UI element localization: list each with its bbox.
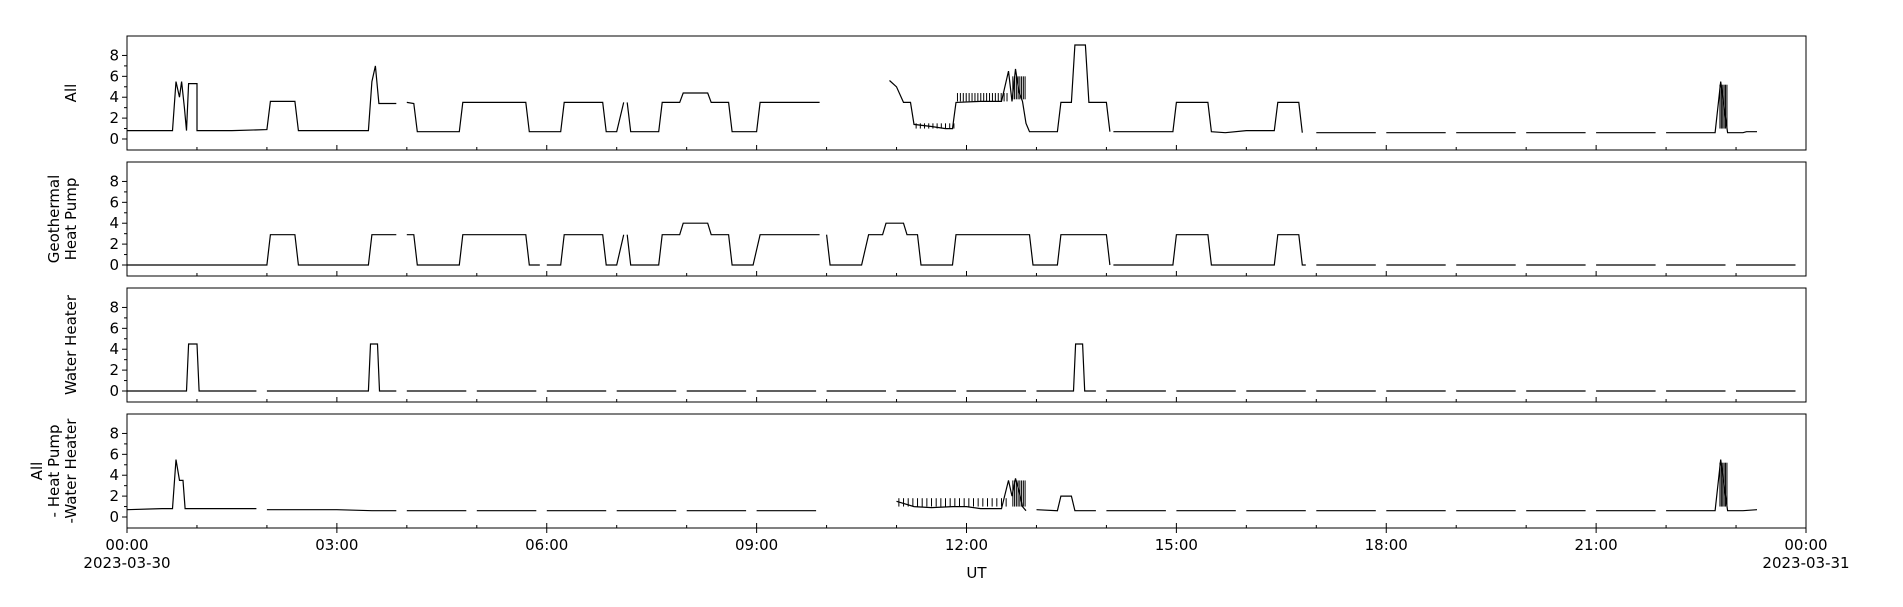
x-axis-label: UT — [966, 564, 987, 582]
panel-1: 0 2 4 6 8 All — [62, 35, 1807, 151]
y-tick-label: 2 — [109, 361, 119, 379]
x-tick-label: 06:00 — [525, 536, 568, 554]
series-line-segment — [406, 234, 540, 266]
x-tick-label: 00:00 — [1784, 536, 1827, 554]
series-line-segment — [626, 222, 820, 266]
x-tick-label: 18:00 — [1365, 536, 1408, 554]
series-line-segment — [406, 101, 625, 133]
panel-4: 0 2 4 6 8 All - Heat Pump -Water Heater — [28, 413, 1807, 529]
y-tick-label: 0 — [109, 508, 119, 526]
x-tick-label: 12:00 — [945, 536, 988, 554]
series-line-segment — [1666, 81, 1757, 134]
y-tick-label: 2 — [109, 487, 119, 505]
series-line-segment — [127, 343, 257, 392]
y-tick-label: 2 — [109, 235, 119, 253]
y-axis-label: Water Heater — [62, 294, 80, 395]
series-line-segment — [127, 234, 397, 266]
series-line-segment — [1036, 343, 1096, 392]
x-tick-label: 09:00 — [735, 536, 778, 554]
y-tick-label: 0 — [109, 256, 119, 274]
x-tick-label: 15:00 — [1155, 536, 1198, 554]
y-tick-label: 8 — [109, 298, 119, 316]
panel-frame — [126, 161, 1807, 277]
y-axis-label: Heat Pump — [62, 178, 80, 261]
y-tick-label: 0 — [109, 130, 119, 148]
y-tick-label: 8 — [109, 46, 119, 64]
series-line-segment — [1113, 101, 1303, 134]
series-line-segment — [826, 222, 1111, 266]
y-tick-label: 6 — [109, 319, 119, 337]
panels: 0 2 4 6 8 All 0 2 4 6 8 Geothermal Heat Pump 0 2 4 6 8 Wat… — [28, 35, 1807, 529]
series-line-segment — [626, 92, 820, 133]
y-axis-label: - Heat Pump — [45, 425, 63, 518]
y-axis-label: Geothermal — [45, 175, 63, 264]
panel-3: 0 2 4 6 8 Water Heater — [62, 287, 1807, 403]
y-tick-label: 4 — [109, 340, 119, 358]
y-tick-label: 6 — [109, 67, 119, 85]
series-line-segment — [896, 478, 1027, 512]
series-line-segment — [126, 459, 257, 511]
series-line-segment — [546, 234, 625, 266]
x-tick-label: 00:00 — [105, 536, 148, 554]
y-tick-label: 6 — [109, 193, 119, 211]
y-tick-label: 4 — [109, 214, 119, 232]
y-tick-label: 4 — [109, 88, 119, 106]
y-tick-label: 6 — [109, 445, 119, 463]
series-line-segment — [266, 509, 397, 512]
y-tick-label: 2 — [109, 109, 119, 127]
series-line-segment — [1113, 234, 1306, 266]
series-line-segment — [1036, 495, 1096, 512]
x-tick-label: 21:00 — [1575, 536, 1618, 554]
series-line-segment — [127, 65, 397, 132]
x-date-label: 2023-03-31 — [1762, 554, 1849, 572]
x-tick-label: 03:00 — [315, 536, 358, 554]
series-line-segment — [266, 343, 397, 392]
y-axis-label: -Water Heater — [62, 418, 80, 524]
series-line-segment — [1666, 459, 1758, 512]
y-axis-label: All — [62, 84, 80, 103]
panel-2: 0 2 4 6 8 Geothermal Heat Pump — [45, 161, 1807, 277]
y-tick-label: 8 — [109, 172, 119, 190]
y-axis-label: All — [28, 462, 46, 481]
y-tick-label: 8 — [109, 424, 119, 442]
y-tick-label: 4 — [109, 466, 119, 484]
series-line-segment — [889, 44, 1111, 133]
y-tick-label: 0 — [109, 382, 119, 400]
x-date-label: 2023-03-30 — [83, 554, 170, 572]
